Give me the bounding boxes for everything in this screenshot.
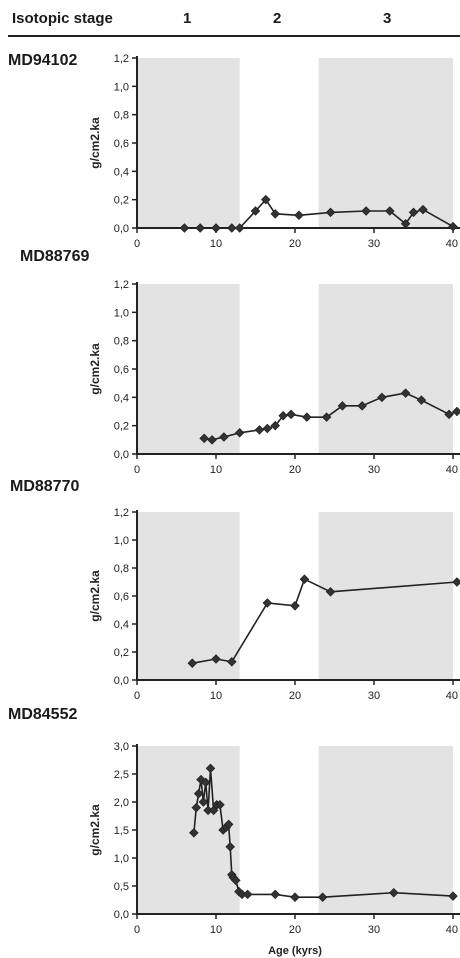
data-point <box>303 413 311 421</box>
x-tick-label: 20 <box>289 924 301 936</box>
x-tick-label: 0 <box>134 238 140 250</box>
data-point <box>255 426 263 434</box>
y-axis-label: g/cm2.ka <box>88 804 102 856</box>
data-point <box>243 890 251 898</box>
y-tick-label: 1,0 <box>114 535 129 547</box>
data-point <box>263 599 271 607</box>
x-tick-label: 40 <box>446 464 458 476</box>
y-tick-label: 2,5 <box>114 769 129 781</box>
y-tick-label: 1,0 <box>114 81 129 93</box>
x-tick-label: 40 <box>446 690 458 702</box>
x-tick-label: 0 <box>134 464 140 476</box>
x-tick-label: 10 <box>210 238 222 250</box>
data-point <box>295 211 303 219</box>
stage-band-1 <box>137 58 240 228</box>
x-tick-label: 30 <box>368 924 380 936</box>
data-point <box>271 890 279 898</box>
y-tick-label: 0,0 <box>114 909 129 921</box>
stage-band-1 <box>137 512 240 680</box>
y-axis-label: g/cm2.ka <box>88 117 102 169</box>
x-tick-label: 10 <box>210 464 222 476</box>
y-tick-label: 0,2 <box>114 195 129 207</box>
y-tick-label: 0,6 <box>114 591 129 603</box>
y-tick-label: 0,2 <box>114 647 129 659</box>
y-tick-label: 0,8 <box>114 336 129 348</box>
y-tick-label: 1,2 <box>114 53 129 65</box>
y-tick-label: 0,2 <box>114 421 129 433</box>
data-point <box>291 602 299 610</box>
y-tick-label: 0,0 <box>114 223 129 235</box>
x-tick-label: 10 <box>210 924 222 936</box>
y-axis-label: g/cm2.ka <box>88 570 102 622</box>
x-tick-label: 40 <box>446 924 458 936</box>
y-tick-label: 2,0 <box>114 797 129 809</box>
y-tick-label: 0,4 <box>114 166 129 178</box>
x-tick-label: 20 <box>289 464 301 476</box>
stage-band-3 <box>319 58 453 228</box>
data-point <box>271 210 279 218</box>
y-tick-label: 1,5 <box>114 825 129 837</box>
stage-band-3 <box>319 284 453 454</box>
y-tick-label: 3,0 <box>114 741 129 753</box>
data-point <box>300 575 308 583</box>
y-tick-label: 0,5 <box>114 881 129 893</box>
y-tick-label: 1,0 <box>114 307 129 319</box>
x-tick-label: 0 <box>134 924 140 936</box>
y-tick-label: 0,0 <box>114 675 129 687</box>
y-tick-label: 0,4 <box>114 392 129 404</box>
y-tick-label: 1,0 <box>114 853 129 865</box>
data-point <box>287 410 295 418</box>
stage-band-3 <box>319 746 453 914</box>
data-point <box>453 407 460 415</box>
y-tick-label: 0,8 <box>114 110 129 122</box>
x-axis-label: Age (kyrs) <box>268 945 322 957</box>
x-tick-label: 30 <box>368 690 380 702</box>
stage-band-1 <box>137 284 240 454</box>
stage-band-3 <box>319 512 453 680</box>
x-tick-label: 20 <box>289 690 301 702</box>
y-tick-label: 0,0 <box>114 449 129 461</box>
y-tick-label: 0,8 <box>114 563 129 575</box>
y-tick-label: 1,2 <box>114 507 129 519</box>
x-tick-label: 20 <box>289 238 301 250</box>
x-tick-label: 0 <box>134 690 140 702</box>
x-tick-label: 30 <box>368 464 380 476</box>
y-axis-label: g/cm2.ka <box>88 343 102 395</box>
data-point <box>453 578 460 586</box>
x-tick-label: 10 <box>210 690 222 702</box>
y-tick-label: 0,6 <box>114 138 129 150</box>
x-tick-label: 30 <box>368 238 380 250</box>
x-tick-label: 40 <box>446 238 458 250</box>
data-point <box>263 424 271 432</box>
y-tick-label: 0,4 <box>114 619 129 631</box>
data-point <box>291 893 299 901</box>
y-tick-label: 0,6 <box>114 364 129 376</box>
y-tick-label: 1,2 <box>114 279 129 291</box>
